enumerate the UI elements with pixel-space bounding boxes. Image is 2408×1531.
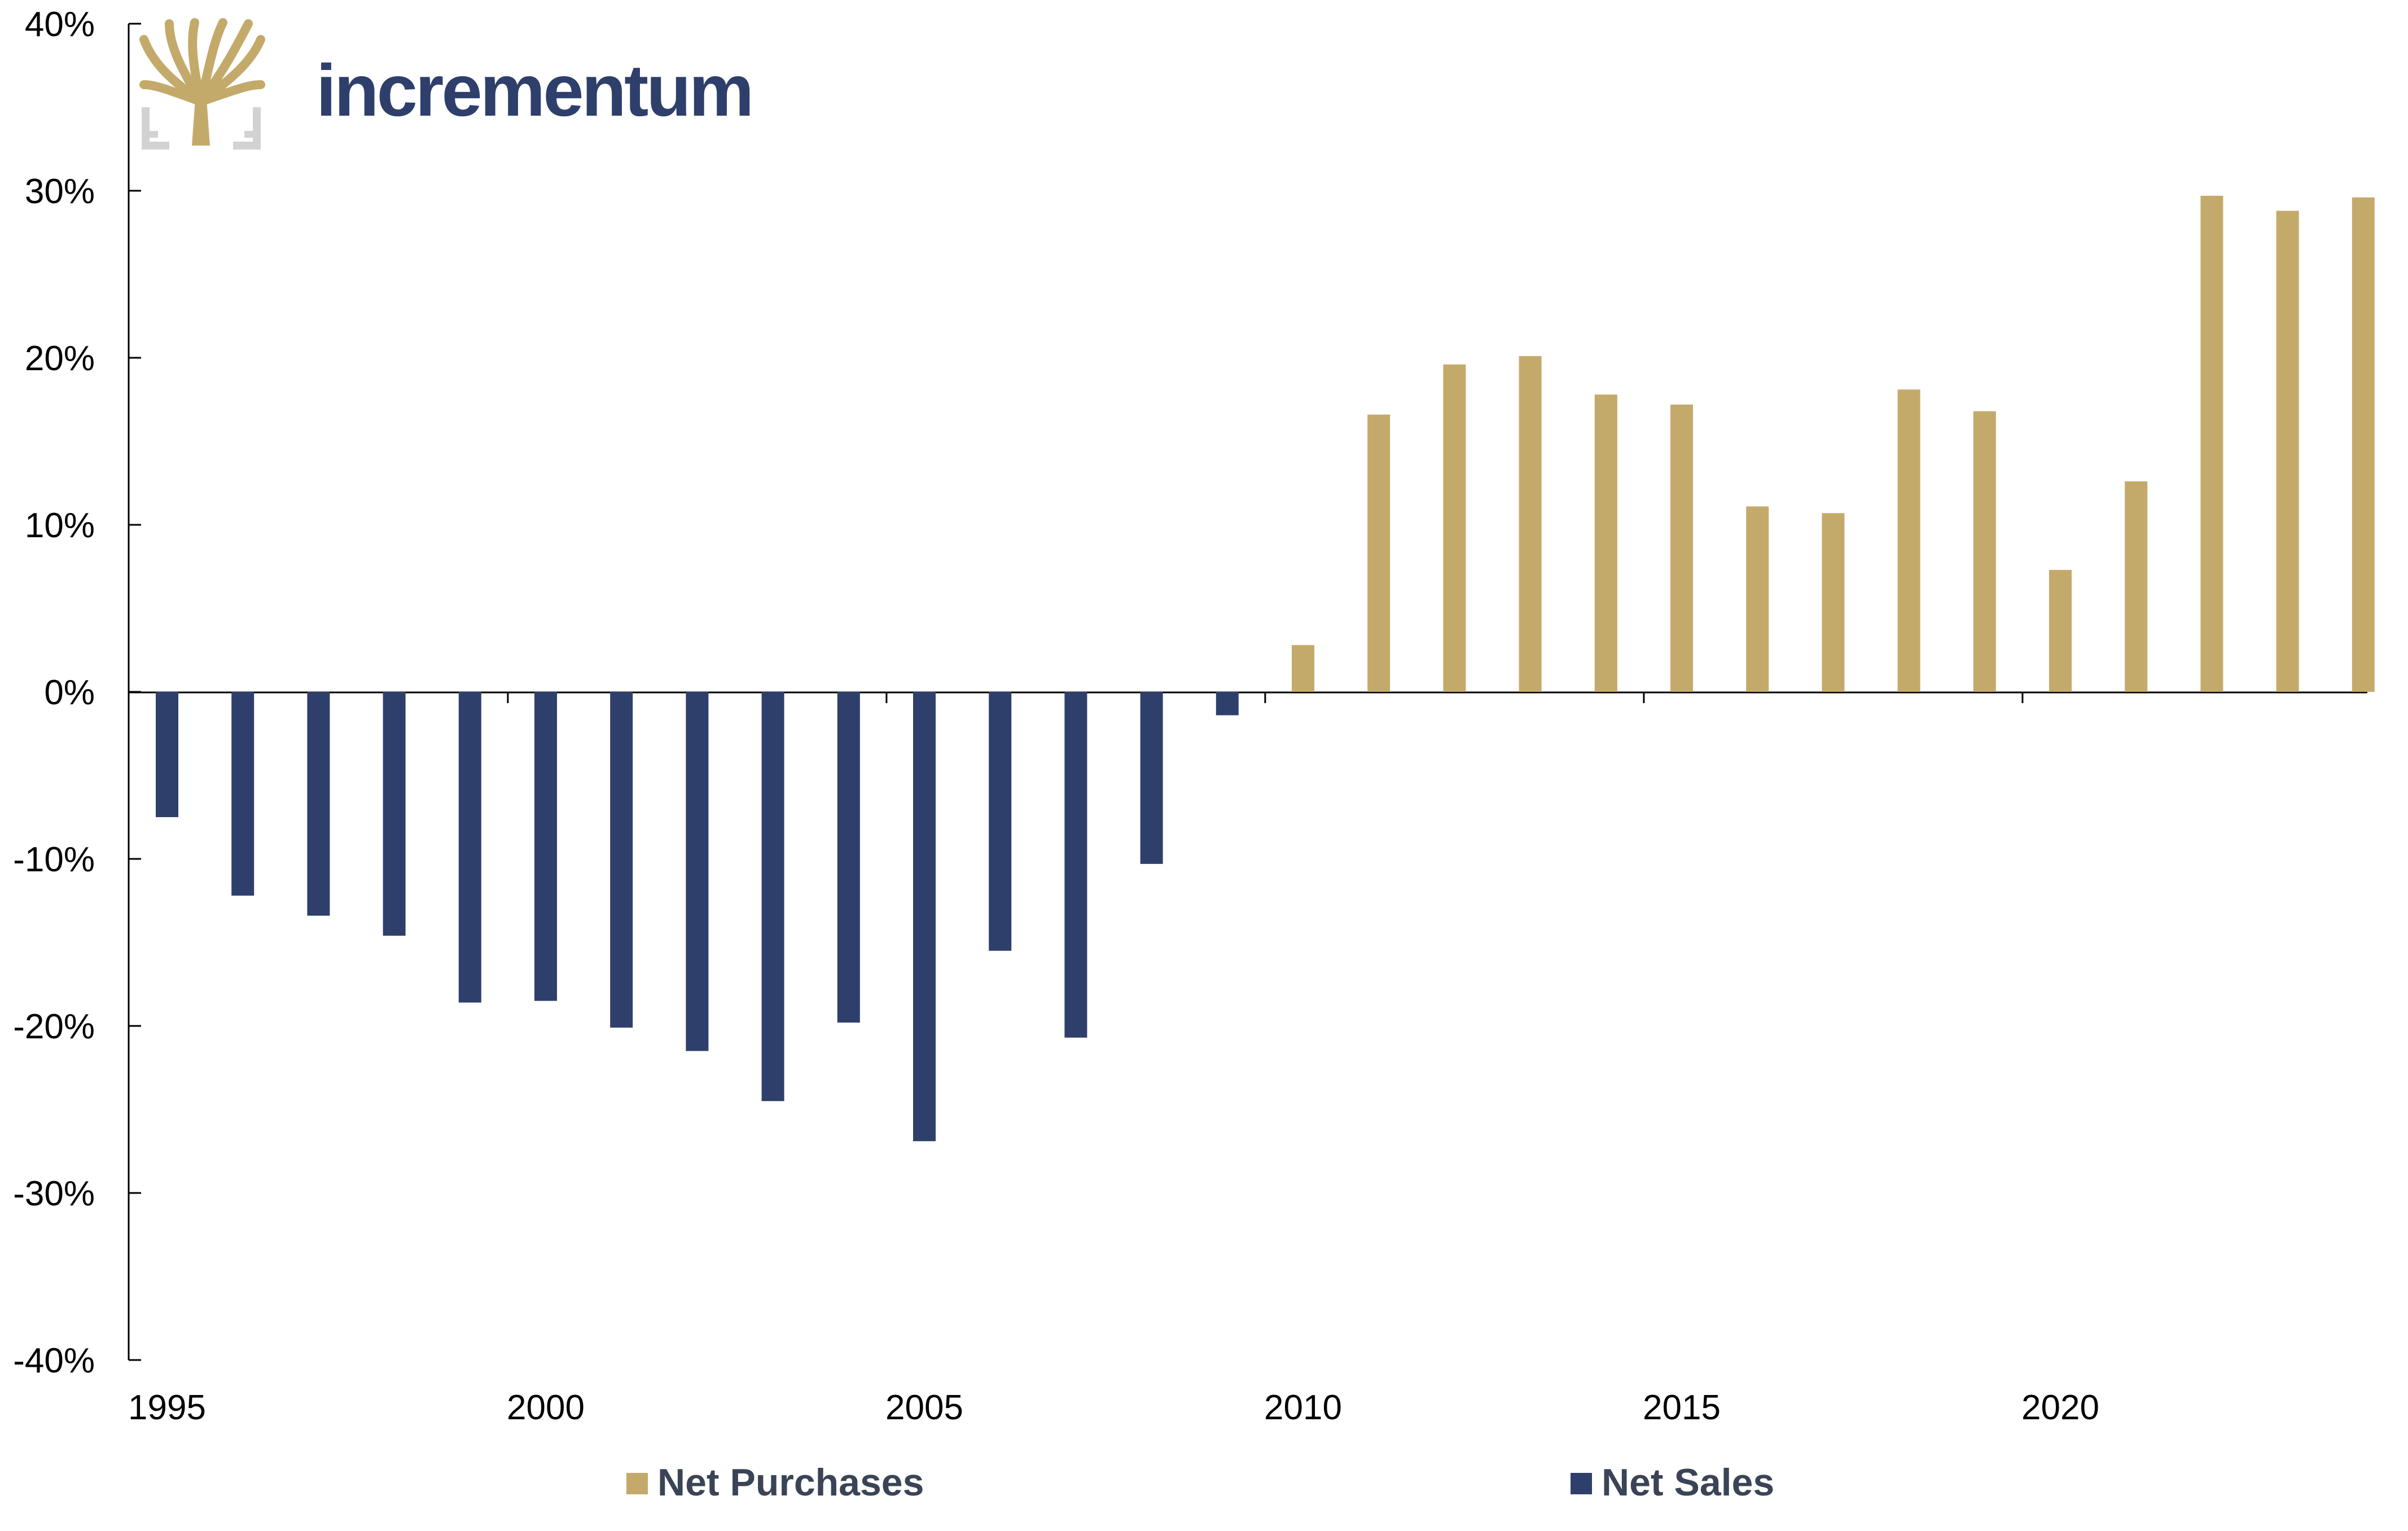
y-ticks: 40% 30% 20% 10% 0% -10% -20% -30% -40%: [13, 5, 141, 1380]
x-tick-label: 2015: [1643, 1388, 1721, 1427]
tree-logo-icon: [139, 18, 265, 150]
bar-net-sales-2000: [534, 692, 557, 1001]
bar-net-purchases-2012: [1443, 364, 1466, 692]
x-tick-label: 2020: [2021, 1388, 2099, 1427]
bar-net-purchases-2024: [2352, 197, 2375, 692]
legend-label-net-purchases: Net Purchases: [657, 1461, 924, 1504]
bar-net-purchases-2011: [1367, 414, 1391, 692]
bar-net-sales-1995: [156, 692, 178, 817]
bar-net-sales-2006: [989, 692, 1012, 951]
y-tick-label: 40%: [25, 5, 95, 44]
bars: [156, 195, 2375, 1142]
bar-net-purchases-2020: [2049, 569, 2072, 692]
bar-net-purchases-2018: [1897, 389, 1920, 692]
brand-name: incrementum: [316, 49, 752, 131]
x-ticks: 1995 2000 2005 2010 2015 2020: [128, 692, 2099, 1427]
legend: Net Purchases Net Sales: [626, 1461, 1774, 1504]
y-tick-label: 0%: [44, 673, 95, 712]
bar-net-purchases-2021: [2125, 481, 2148, 692]
bar-net-sales-2003: [761, 692, 784, 1102]
bar-net-purchases-2015: [1670, 404, 1693, 692]
bar-net-sales-1998: [383, 692, 406, 936]
bar-net-purchases-2014: [1594, 394, 1617, 692]
bar-net-purchases-2013: [1519, 356, 1542, 692]
y-tick-label: 20%: [25, 339, 95, 378]
bar-net-purchases-2010: [1292, 645, 1314, 692]
y-tick-label: 10%: [25, 506, 95, 545]
x-tick-label: 2000: [507, 1388, 585, 1427]
x-tick-label: 2005: [885, 1388, 963, 1427]
bar-net-sales-1997: [307, 692, 330, 916]
bar-net-sales-1999: [458, 692, 481, 1003]
y-tick-label: -10%: [13, 840, 95, 879]
legend-swatch-net-sales: [1571, 1473, 1592, 1494]
bar-net-purchases-2016: [1746, 506, 1769, 692]
bar-net-sales-2009: [1216, 692, 1239, 716]
bar-net-sales-2004: [837, 692, 860, 1023]
y-tick-label: -30%: [13, 1174, 95, 1213]
legend-label-net-sales: Net Sales: [1602, 1461, 1774, 1504]
bar-net-sales-2002: [686, 692, 709, 1051]
bar-net-sales-2001: [610, 692, 633, 1028]
brand-logo: incrementum: [139, 18, 754, 150]
x-tick-label: 2010: [1264, 1388, 1342, 1427]
y-tick-label: 30%: [25, 172, 95, 211]
bar-net-sales-2007: [1064, 692, 1087, 1038]
legend-swatch-net-purchases: [626, 1473, 648, 1494]
bar-net-sales-2008: [1140, 692, 1163, 864]
y-tick-label: -40%: [13, 1341, 95, 1380]
bar-net-sales-1996: [231, 692, 255, 896]
bar-net-purchases-2019: [1973, 411, 1996, 692]
bar-net-purchases-2022: [2200, 195, 2223, 692]
bar-net-purchases-2017: [1822, 513, 1845, 692]
y-tick-label: -20%: [13, 1007, 95, 1046]
bar-net-purchases-2023: [2276, 210, 2299, 692]
bar-net-sales-2005: [913, 692, 936, 1142]
x-tick-label: 1995: [128, 1388, 206, 1427]
